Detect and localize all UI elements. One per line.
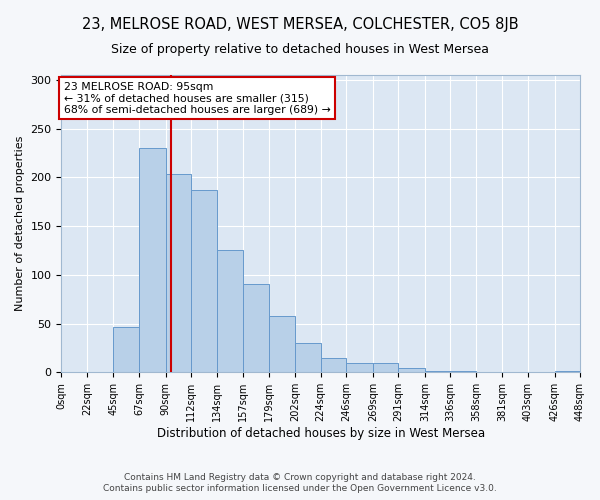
Bar [295, 343, 321, 372]
Text: Size of property relative to detached houses in West Mersea: Size of property relative to detached ho… [111, 42, 489, 56]
Bar [217, 250, 243, 372]
Text: Contains public sector information licensed under the Open Government Licence v3: Contains public sector information licen… [103, 484, 497, 493]
Text: 23, MELROSE ROAD, WEST MERSEA, COLCHESTER, CO5 8JB: 23, MELROSE ROAD, WEST MERSEA, COLCHESTE… [82, 18, 518, 32]
Bar [139, 148, 166, 372]
Bar [321, 358, 346, 372]
Bar [113, 326, 139, 372]
Text: 23 MELROSE ROAD: 95sqm
← 31% of detached houses are smaller (315)
68% of semi-de: 23 MELROSE ROAD: 95sqm ← 31% of detached… [64, 82, 331, 115]
Bar [243, 284, 269, 372]
X-axis label: Distribution of detached houses by size in West Mersea: Distribution of detached houses by size … [157, 427, 485, 440]
Text: Contains HM Land Registry data © Crown copyright and database right 2024.: Contains HM Land Registry data © Crown c… [124, 472, 476, 482]
Bar [398, 368, 425, 372]
Bar [346, 362, 373, 372]
Bar [373, 362, 398, 372]
Bar [191, 190, 217, 372]
Bar [269, 316, 295, 372]
Y-axis label: Number of detached properties: Number of detached properties [15, 136, 25, 312]
Bar [166, 174, 191, 372]
